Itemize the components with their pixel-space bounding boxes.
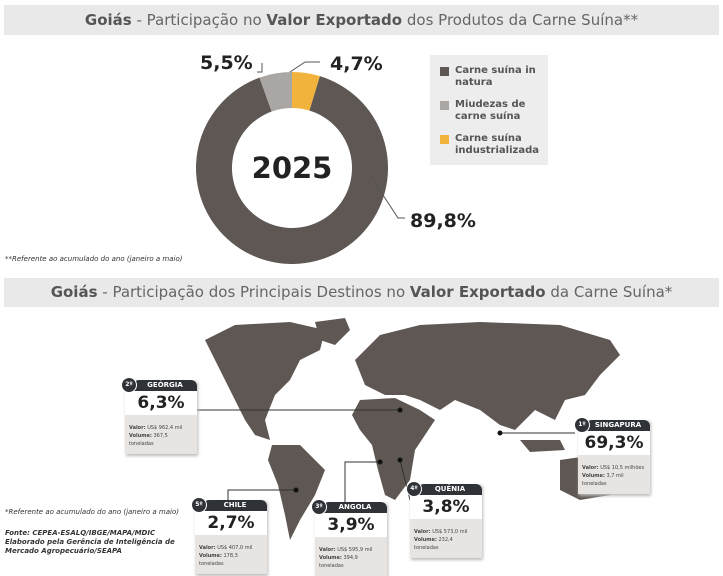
valor-value: US$ 962,4 mil — [147, 425, 183, 431]
rank-badge: 1º — [574, 417, 590, 433]
destination-card: 2º GEÓRGIA 6,3% Valor: US$ 962,4 mil Volu… — [121, 377, 197, 454]
volume-label: Volume: — [319, 555, 342, 561]
valor-value: US$ 573,0 mil — [432, 529, 468, 535]
valor-label: Valor: — [414, 529, 431, 535]
donut-slice — [292, 72, 320, 111]
share-value: 3,8% — [410, 495, 482, 519]
destination-card: 3º ANGOLA 3,9% Valor: US$ 595,9 mil Volum… — [311, 499, 387, 576]
donut-center-label: 2025 — [252, 151, 333, 185]
share-value: 6,3% — [125, 391, 197, 415]
source-note: Fonte: CEPEA-ESALQ/IBGE/MAPA/MDIC Elabor… — [5, 529, 175, 556]
footnote: **Referente ao acumulado do ano (janeiro… — [5, 255, 183, 263]
volume-label: Volume: — [582, 473, 605, 479]
country-name: ANGOLA — [323, 502, 387, 513]
legend-item: Carne suína industrializada — [440, 133, 548, 157]
destination-card: 5º CHILE 2,7% Valor: US$ 407,0 mil Volume… — [191, 497, 267, 574]
legend-item: Miudezas de carne suína — [440, 99, 548, 123]
volume-value: 367,5 toneladas — [129, 433, 168, 447]
country-name: CHILE — [203, 500, 267, 511]
rank-badge: 4º — [406, 481, 422, 497]
title-part: da Carne Suína* — [545, 283, 673, 301]
country-name: QUÊNIA — [418, 484, 482, 495]
title-region: Goiás — [84, 11, 132, 29]
destination-card: 1º SINGAPURA 69,3% Valor: US$ 10,5 milhõ… — [574, 417, 650, 494]
rank-badge: 3º — [311, 499, 327, 515]
label-industrializada: 4,7% — [330, 53, 383, 75]
volume-label: Volume: — [414, 537, 437, 543]
share-value: 3,9% — [315, 513, 387, 537]
rank-badge: 2º — [121, 377, 137, 393]
volume-value: 178,3 toneladas — [199, 553, 238, 567]
title-part: Valor Exportado — [409, 283, 546, 301]
valor-value: US$ 595,9 mil — [337, 547, 373, 553]
source-line: Elaborado pela Gerência de Inteligência … — [5, 538, 175, 546]
title-part: Valor Exportado — [266, 11, 403, 29]
card-details: Valor: US$ 10,5 milhões Volume: 3,7 mil t… — [578, 455, 650, 494]
legend-swatch — [440, 135, 449, 144]
card-details: Valor: US$ 962,4 mil Volume: 367,5 tonela… — [125, 415, 197, 454]
valor-value: US$ 10,5 milhões — [600, 465, 645, 471]
title-part: - Participação dos Principais Destinos n… — [97, 283, 410, 301]
volume-value: 232,4 toneladas — [414, 537, 453, 551]
volume-label: Volume: — [199, 553, 222, 559]
card-details: Valor: US$ 407,0 mil Volume: 178,3 tonela… — [195, 535, 267, 574]
share-value: 69,3% — [578, 431, 650, 455]
south-america — [268, 445, 325, 540]
legend-label: Carne suína in natura — [455, 65, 536, 88]
legend-swatch — [440, 101, 449, 110]
valor-label: Valor: — [319, 547, 336, 553]
legend-item: Carne suína in natura — [440, 65, 548, 89]
indonesia — [520, 440, 565, 452]
country-name: GEÓRGIA — [133, 380, 197, 391]
title-part: - Participação no — [131, 11, 267, 29]
valor-label: Valor: — [582, 465, 599, 471]
eurasia — [355, 322, 620, 430]
legend-label: Carne suína industrializada — [455, 133, 539, 156]
north-america — [205, 322, 325, 440]
legend: Carne suína in natura Miudezas de carne … — [430, 55, 548, 165]
country-name: SINGAPURA — [586, 420, 650, 431]
share-value: 2,7% — [195, 511, 267, 535]
chart-title-products: Goiás - Participação no Valor Exportado … — [4, 5, 719, 35]
africa — [352, 398, 435, 500]
label-in-natura: 89,8% — [410, 210, 476, 232]
greenland — [315, 318, 350, 345]
donut-slice — [196, 76, 389, 265]
footnote: *Referente ao acumulado do ano (janeiro … — [5, 508, 179, 516]
card-details: Valor: US$ 573,0 mil Volume: 232,4 tonela… — [410, 519, 482, 558]
title-region: Goiás — [50, 283, 98, 301]
volume-value: 3,7 mil toneladas — [582, 473, 624, 487]
label-miudezas: 5,5% — [200, 52, 253, 74]
card-details: Valor: US$ 595,9 mil Volume: 394,9 tonela… — [315, 537, 387, 576]
rank-badge: 5º — [191, 497, 207, 513]
title-part: dos Produtos da Carne Suína** — [402, 11, 639, 29]
source-line: Fonte: CEPEA-ESALQ/IBGE/MAPA/MDIC — [5, 529, 156, 537]
source-line: Mercado Agropecuário/SEAPA — [5, 547, 122, 555]
valor-label: Valor: — [129, 425, 146, 431]
destination-card: 4º QUÊNIA 3,8% Valor: US$ 573,0 mil Volum… — [406, 481, 482, 558]
legend-label: Miudezas de carne suína — [455, 99, 526, 122]
valor-value: US$ 407,0 mil — [217, 545, 253, 551]
valor-label: Valor: — [199, 545, 216, 551]
legend-swatch — [440, 67, 449, 76]
volume-value: 394,9 toneladas — [319, 555, 358, 569]
donut-chart: 2025 — [196, 61, 405, 265]
volume-label: Volume: — [129, 433, 152, 439]
chart-title-destinations: Goiás - Participação dos Principais Dest… — [4, 278, 719, 307]
donut-slice — [259, 72, 292, 112]
